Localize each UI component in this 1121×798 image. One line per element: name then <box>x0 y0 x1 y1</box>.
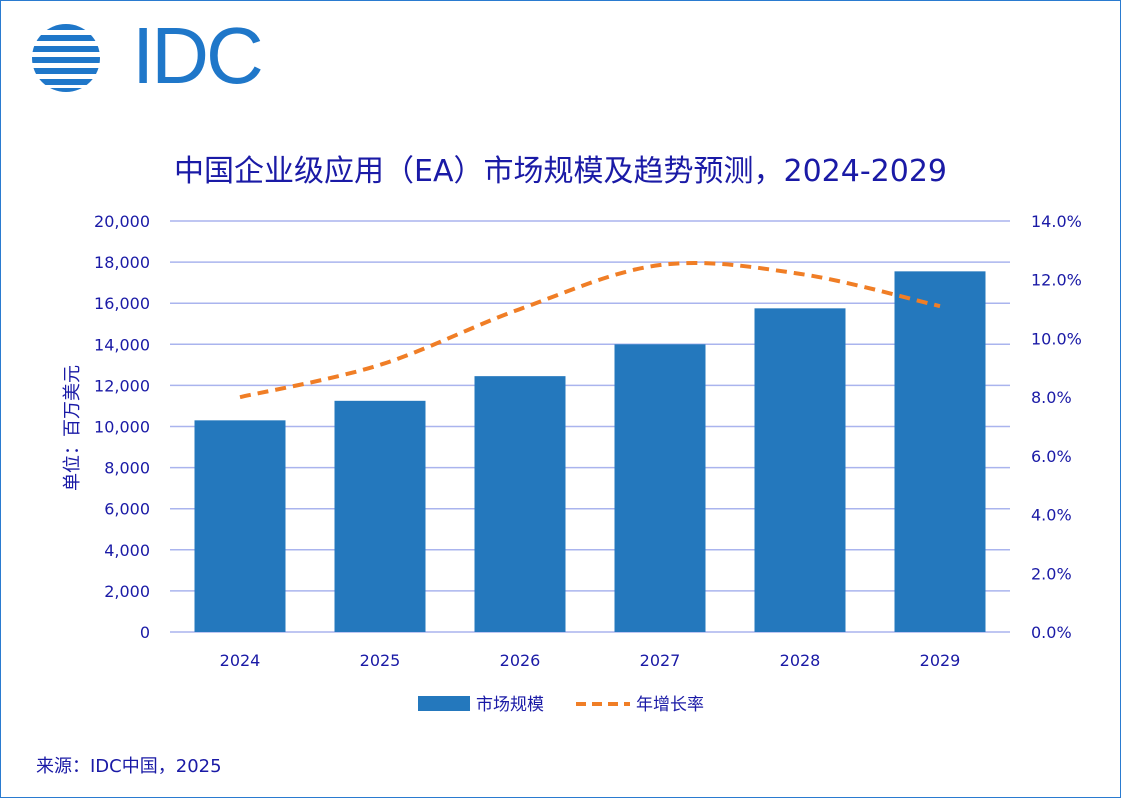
bar <box>334 400 426 632</box>
x-tick-label: 2029 <box>920 651 961 670</box>
idc-logo: IDC <box>30 16 264 96</box>
bar <box>474 376 566 632</box>
bar <box>194 420 286 632</box>
bar <box>614 344 706 632</box>
legend-label-growth-rate: 年增长率 <box>636 695 704 715</box>
bar <box>754 308 846 632</box>
right-tick-label: 4.0% <box>1031 506 1072 525</box>
right-tick-label: 14.0% <box>1031 212 1082 231</box>
bar <box>894 271 986 632</box>
right-tick-label: 12.0% <box>1031 271 1082 290</box>
right-tick-label: 0.0% <box>1031 623 1072 642</box>
x-tick-label: 2025 <box>360 651 401 670</box>
left-tick-label: 14,000 <box>94 335 150 354</box>
chart-title: 中国企业级应用（EA）市场规模及趋势预测，2024-2029 <box>174 154 947 189</box>
left-tick-label: 4,000 <box>104 541 150 560</box>
left-tick-label: 20,000 <box>94 212 150 231</box>
left-tick-label: 12,000 <box>94 376 150 395</box>
left-tick-label: 16,000 <box>94 294 150 313</box>
idc-logo-text: IDC <box>132 11 264 100</box>
x-tick-label: 2027 <box>640 651 681 670</box>
x-tick-label: 2028 <box>780 651 821 670</box>
left-tick-label: 2,000 <box>104 582 150 601</box>
left-tick-label: 10,000 <box>94 418 150 437</box>
right-tick-label: 8.0% <box>1031 388 1072 407</box>
growth-rate-line <box>239 260 941 400</box>
legend-bar-swatch <box>418 696 470 711</box>
idc-globe-icon <box>32 24 100 92</box>
right-tick-label: 10.0% <box>1031 329 1082 348</box>
left-tick-label: 0 <box>140 623 150 642</box>
x-tick-label: 2026 <box>500 651 541 670</box>
left-tick-label: 18,000 <box>94 253 150 272</box>
source-note: 来源：IDC中国，2025 <box>36 756 222 777</box>
legend-label-market-size: 市场规模 <box>476 695 544 715</box>
left-tick-label: 8,000 <box>104 459 150 478</box>
left-tick-label: 6,000 <box>104 500 150 519</box>
right-tick-label: 2.0% <box>1031 564 1072 583</box>
x-tick-label: 2024 <box>220 651 261 670</box>
right-tick-label: 6.0% <box>1031 447 1072 466</box>
